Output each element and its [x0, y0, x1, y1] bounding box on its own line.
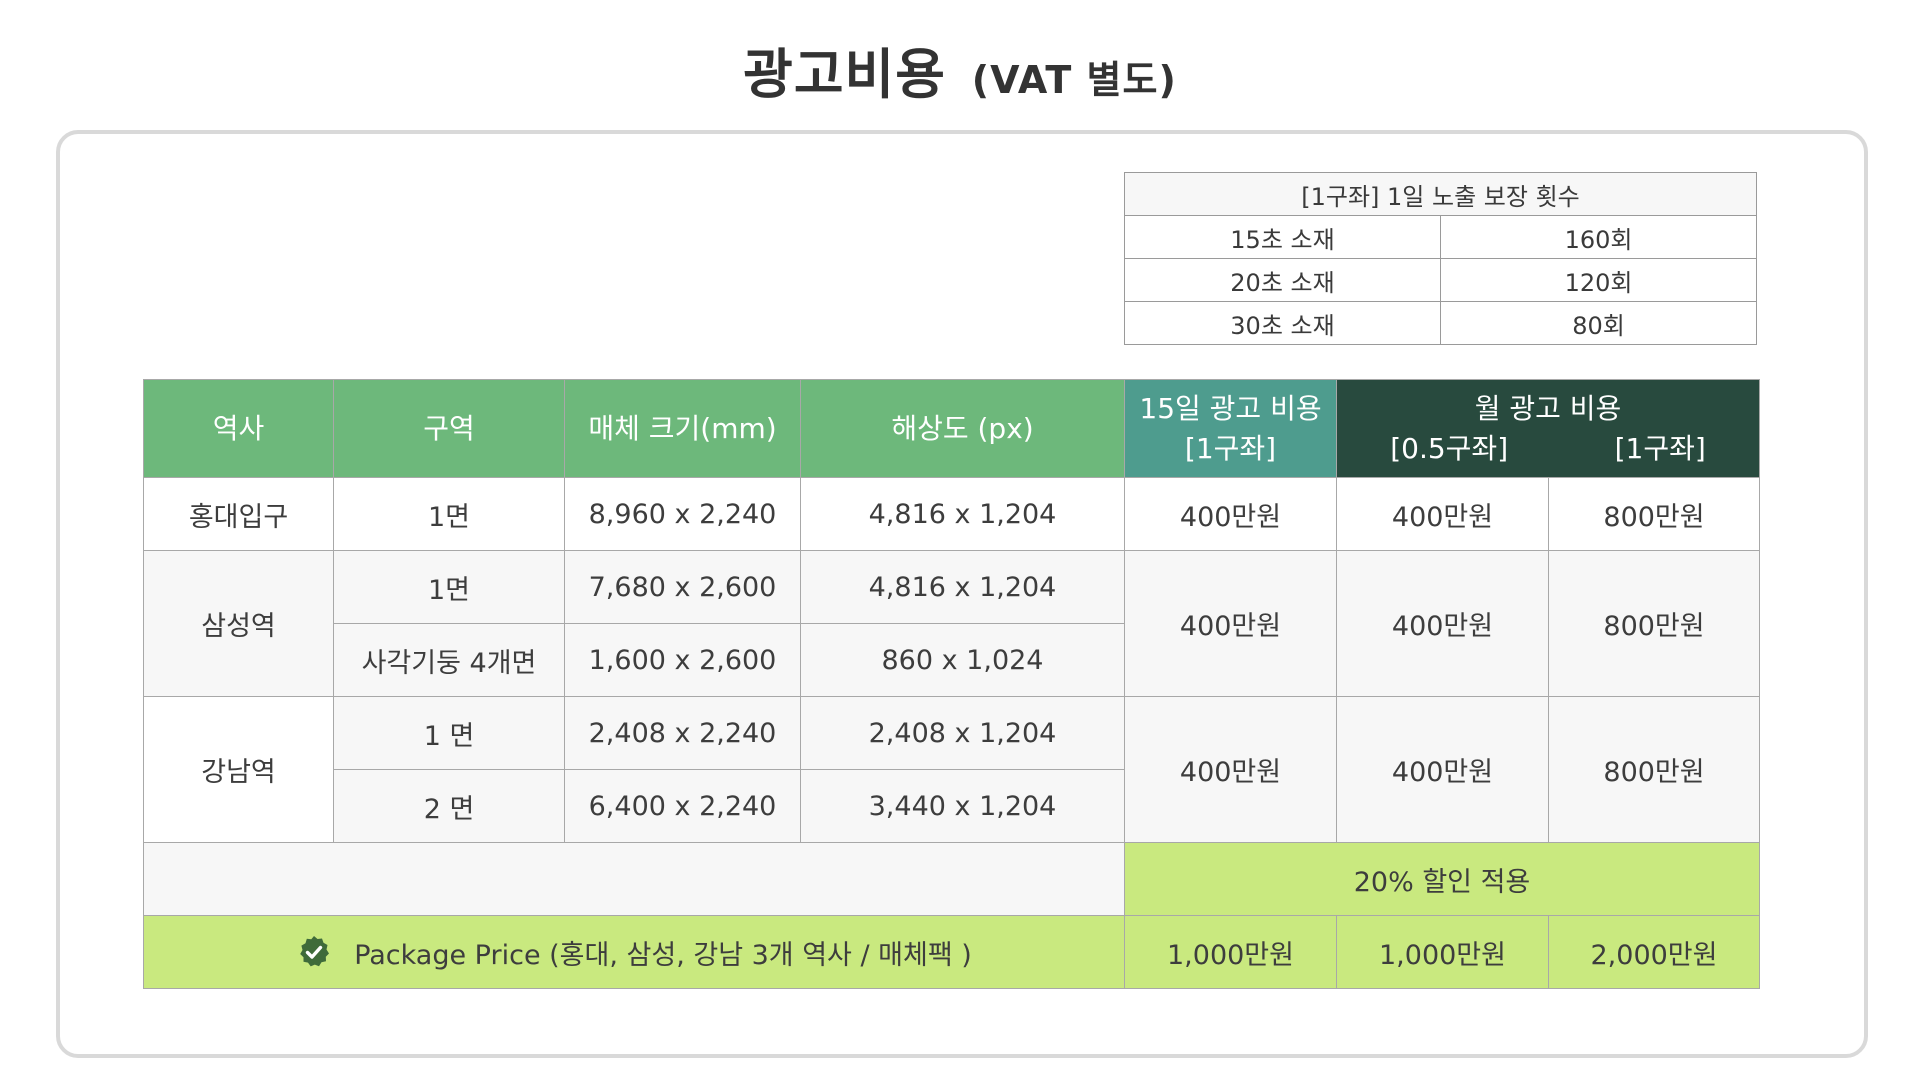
zone-cell: 1면 — [333, 550, 565, 624]
table-row-hongdae: 홍대입구 1면 8,960 x 2,240 4,816 x 1,204 400만… — [143, 477, 1760, 551]
package-monthly-one-price: 2,000만원 — [1548, 915, 1760, 989]
size-cell: 2,408 x 2,240 — [564, 696, 801, 770]
resolution-cell: 4,816 x 1,204 — [800, 477, 1125, 551]
resolution-cell: 2,408 x 1,204 — [800, 696, 1125, 770]
header-monthly: 월 광고 비용 [0.5구좌] [1구좌] — [1336, 379, 1760, 478]
header-station: 역사 — [143, 379, 334, 478]
fifteen-day-price: 400만원 — [1124, 550, 1337, 697]
monthly-one-price: 800만원 — [1548, 696, 1760, 843]
exposure-material: 20초 소재 — [1124, 258, 1441, 302]
fifteen-day-price: 400만원 — [1124, 477, 1337, 551]
resolution-cell: 3,440 x 1,204 — [800, 769, 1125, 843]
check-circle-icon — [300, 936, 330, 967]
monthly-half-price: 400만원 — [1336, 550, 1549, 697]
discount-row: 20% 할인 적용 — [143, 842, 1760, 916]
header-zone: 구역 — [333, 379, 565, 478]
discount-spacer — [143, 842, 1125, 916]
package-label-cell: Package Price (홍대, 삼성, 강남 3개 역사 / 매체팩 ) — [143, 915, 1125, 989]
header-monthly-half: [0.5구좌] — [1390, 431, 1509, 465]
size-cell: 8,960 x 2,240 — [564, 477, 801, 551]
header-media-size: 매체 크기(mm) — [564, 379, 801, 478]
page-title-sub: (VAT 별도) — [971, 58, 1177, 102]
table-row-samseong: 삼성역 1면 7,680 x 2,600 4,816 x 1,204 400만원… — [143, 550, 1760, 697]
table-row-gangnam: 강남역 1 면 2,408 x 2,240 2,408 x 1,204 400만… — [143, 696, 1760, 843]
station-cell: 강남역 — [143, 696, 334, 843]
package-row: Package Price (홍대, 삼성, 강남 3개 역사 / 매체팩 ) … — [143, 915, 1760, 989]
zone-cell: 1면 — [333, 477, 565, 551]
monthly-half-price: 400만원 — [1336, 696, 1549, 843]
package-fifteen-day-price: 1,000만원 — [1124, 915, 1337, 989]
monthly-half-price: 400만원 — [1336, 477, 1549, 551]
header-monthly-one: [1구좌] — [1614, 431, 1706, 465]
price-header-row: 역사 구역 매체 크기(mm) 해상도 (px) 15일 광고 비용 [1구좌]… — [143, 379, 1760, 478]
fifteen-day-price: 400만원 — [1124, 696, 1337, 843]
price-table: 역사 구역 매체 크기(mm) 해상도 (px) 15일 광고 비용 [1구좌]… — [143, 379, 1760, 989]
exposure-table: [1구좌] 1일 노출 보장 횟수 15초 소재 160회 20초 소재 120… — [1123, 172, 1758, 345]
exposure-material: 30초 소재 — [1124, 301, 1441, 345]
exposure-header-row: [1구좌] 1일 노출 보장 횟수 — [1123, 172, 1758, 216]
station-cell: 삼성역 — [143, 550, 334, 697]
exposure-material: 15초 소재 — [1124, 215, 1441, 259]
monthly-one-price: 800만원 — [1548, 477, 1760, 551]
exposure-count: 120회 — [1439, 258, 1758, 302]
size-cell: 6,400 x 2,240 — [564, 769, 801, 843]
discount-label: 20% 할인 적용 — [1124, 842, 1760, 916]
monthly-one-price: 800만원 — [1548, 550, 1760, 697]
header-resolution: 해상도 (px) — [800, 379, 1125, 478]
resolution-cell: 860 x 1,024 — [800, 623, 1125, 697]
size-cell: 7,680 x 2,600 — [564, 550, 801, 624]
header-monthly-title: 월 광고 비용 — [1474, 391, 1622, 425]
header-fifteen-day-line2: [1구좌] — [1184, 431, 1277, 465]
header-fifteen-day-line1: 15일 광고 비용 — [1139, 391, 1322, 425]
header-fifteen-day: 15일 광고 비용 [1구좌] — [1124, 379, 1337, 478]
exposure-row: 30초 소재 80회 — [1124, 301, 1758, 345]
exposure-row: 15초 소재 160회 — [1124, 215, 1758, 259]
station-cell: 홍대입구 — [143, 477, 334, 551]
size-cell: 1,600 x 2,600 — [564, 623, 801, 697]
exposure-count: 80회 — [1439, 301, 1758, 345]
exposure-count: 160회 — [1439, 215, 1758, 259]
package-label: Package Price (홍대, 삼성, 강남 3개 역사 / 매체팩 ) — [354, 939, 972, 971]
zone-cell: 2 면 — [333, 769, 565, 843]
table-row-samseong-2: 사각기둥 4개면 1,600 x 2,600 860 x 1,024 — [144, 623, 1760, 697]
table-row-gangnam-2: 2 면 6,400 x 2,240 3,440 x 1,204 — [144, 769, 1760, 843]
exposure-row: 20초 소재 120회 — [1124, 258, 1758, 302]
exposure-header: [1구좌] 1일 노출 보장 횟수 — [1123, 172, 1758, 216]
zone-cell: 사각기둥 4개면 — [333, 623, 565, 697]
zone-cell: 1 면 — [333, 696, 565, 770]
resolution-cell: 4,816 x 1,204 — [800, 550, 1125, 624]
package-monthly-half-price: 1,000만원 — [1336, 915, 1549, 989]
page-title: 광고비용 (VAT 별도) — [0, 30, 1920, 109]
page-title-main: 광고비용 — [743, 43, 946, 106]
